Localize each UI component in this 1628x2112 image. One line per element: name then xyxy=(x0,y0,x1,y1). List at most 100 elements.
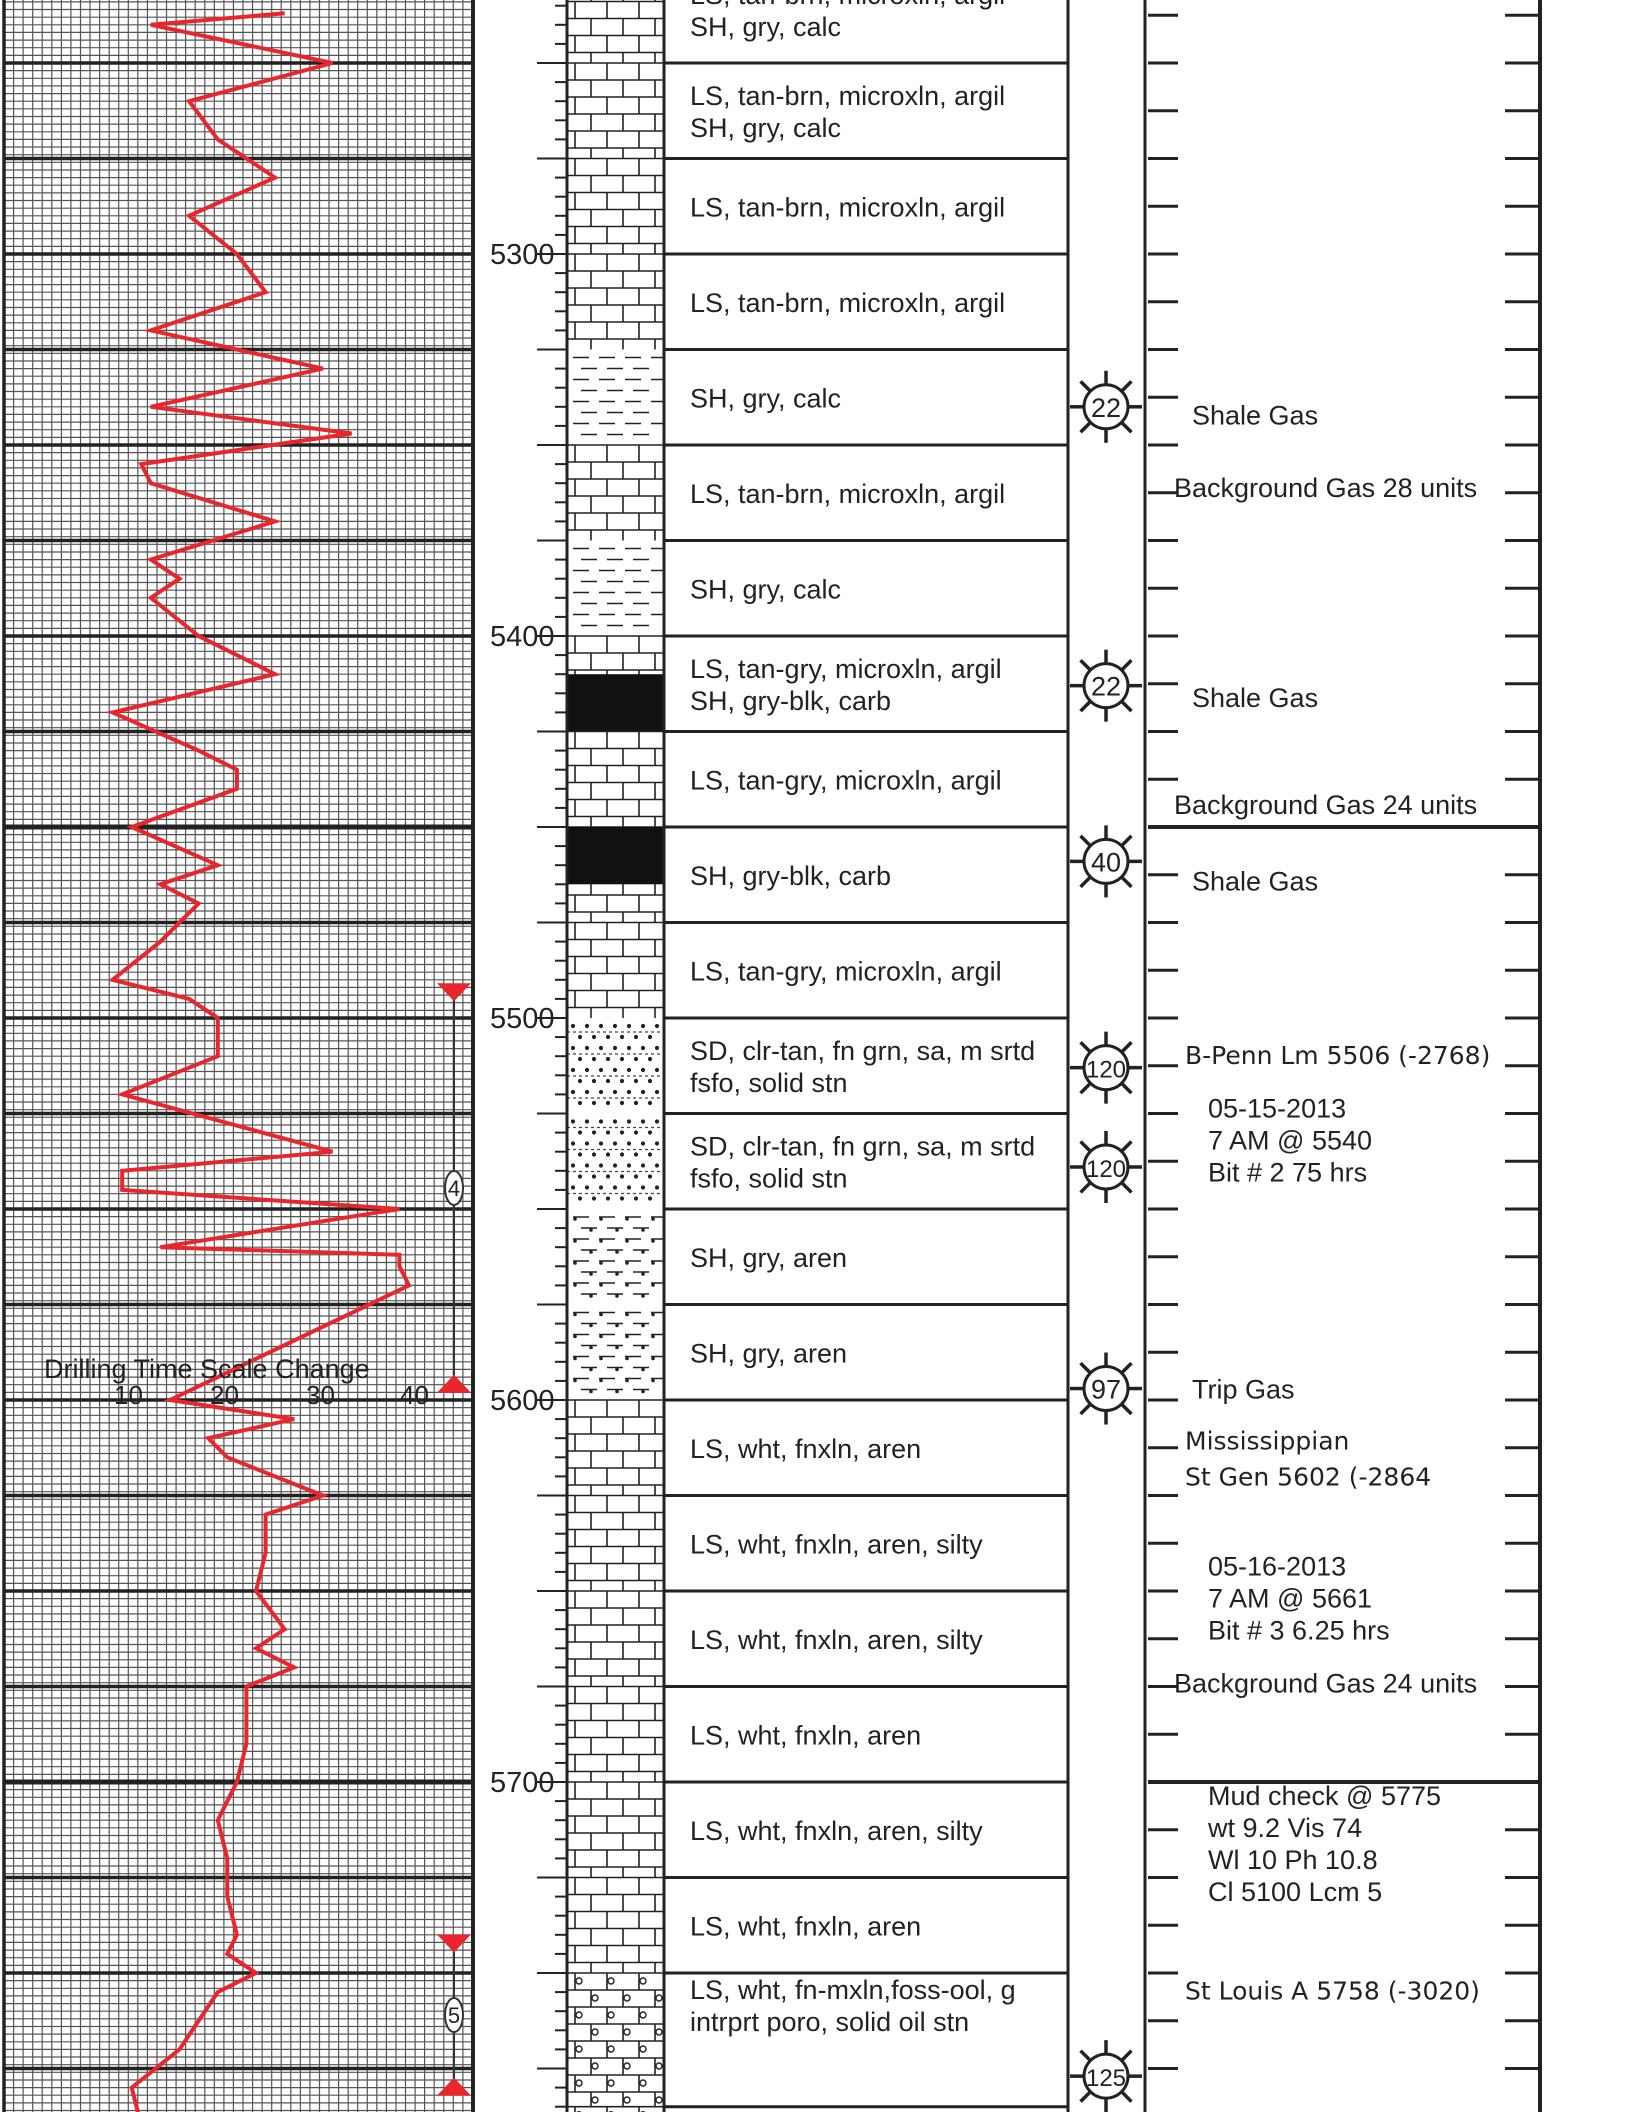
gas-show-ray xyxy=(1079,875,1092,889)
sand-grain xyxy=(651,1312,655,1317)
sand-grain xyxy=(615,1294,619,1298)
lithology-interval xyxy=(567,635,664,755)
lithology-description: LS, tan-brn, microxln, argil xyxy=(690,288,1005,318)
lithology-description: LS, wht, fnxln, aren xyxy=(690,1911,921,1941)
lithology-description: intrprt poro, solid oil stn xyxy=(690,2007,969,2037)
lithology-background xyxy=(567,1304,664,1400)
oolite-grain xyxy=(623,2028,631,2036)
sand-grain xyxy=(573,1261,577,1265)
remark-block-line: 05-16-2013 xyxy=(1208,1552,1346,1582)
sand-grain xyxy=(599,1283,603,1287)
sand-grain xyxy=(619,1078,625,1084)
scale-ticks: 10 20 30 40 xyxy=(114,1380,429,1410)
gas-show-ray xyxy=(1120,421,1133,434)
sand-grain xyxy=(615,1323,619,1328)
gas-show-ray xyxy=(1079,1181,1092,1194)
sand-grain xyxy=(654,1119,660,1124)
sand-grain xyxy=(654,1045,660,1051)
lithology-description: LS, wht, fnxln, aren xyxy=(690,1434,921,1464)
sand-grain xyxy=(598,1185,604,1190)
oolite-grain xyxy=(607,2011,615,2019)
lithology-background xyxy=(567,1495,664,1591)
sand-grain xyxy=(654,1023,660,1029)
lithology-background xyxy=(567,731,664,827)
gas-show-ray xyxy=(1120,834,1133,848)
sand-grain xyxy=(570,1163,576,1168)
sand-grain xyxy=(654,1067,660,1073)
drilling-time-major-grid xyxy=(4,61,473,2071)
scale-marker-badge xyxy=(444,1997,464,2034)
gas-show-ray xyxy=(1120,1361,1133,1375)
lithology-description: LS, tan-brn, microxln, argil xyxy=(690,81,1005,111)
sand-grain xyxy=(619,1056,625,1062)
oolite-grain xyxy=(655,1994,663,2002)
lithology-background xyxy=(567,0,664,63)
gas-show-ray xyxy=(1120,1081,1133,1095)
lithology-description: SH, gry, calc xyxy=(690,12,841,42)
gas-show-ray xyxy=(1079,1361,1092,1375)
remark-block-line: Cl 5100 Lcm 5 xyxy=(1208,1877,1382,1907)
sand-grain xyxy=(625,1283,629,1287)
sand-grain xyxy=(573,1378,577,1383)
oolite-grain xyxy=(639,2079,647,2087)
remark-block-line: 05-15-2013 xyxy=(1208,1093,1346,1123)
lithology-description: SD, clr-tan, fn grn, sa, m srtd xyxy=(690,1131,1035,1161)
sand-grain xyxy=(647,1034,653,1040)
sand-grain xyxy=(612,1119,618,1124)
sand-grain xyxy=(605,1100,611,1106)
depth-label: 5600 xyxy=(490,1385,555,1417)
lithology-interval xyxy=(567,1113,664,1209)
sand-grain xyxy=(619,1130,625,1135)
depth-label: 5300 xyxy=(490,239,555,271)
oolite-grain xyxy=(655,2096,663,2104)
sand-grain xyxy=(640,1067,646,1073)
sand-grain xyxy=(570,1023,576,1029)
gas-show-ray xyxy=(1120,1181,1133,1194)
lithology-description: LS, wht, fnxln, aren, silty xyxy=(690,1816,983,1846)
gas-show: 97 xyxy=(1070,1352,1142,1425)
sand-grain xyxy=(615,1228,619,1232)
carbonaceous-shale-band xyxy=(567,827,664,885)
sand-grain xyxy=(599,1239,603,1243)
sand-grain xyxy=(647,1130,653,1135)
remark-text: Background Gas 24 units xyxy=(1174,790,1477,820)
sand-grain xyxy=(615,1272,619,1276)
shale-pattern xyxy=(573,356,664,436)
gas-show: 40 xyxy=(1070,825,1142,898)
formation-top: St Gen 5602 (-2864 xyxy=(1185,1463,1431,1492)
lithology-description: LS, tan-gry, microxln, argil xyxy=(690,956,1002,986)
sand-grain xyxy=(589,1294,593,1298)
drilling-time-track: 45 Drilling Time Scale Change 10 20 30 4… xyxy=(3,0,473,2112)
sand-grain xyxy=(626,1141,632,1146)
sand-grain xyxy=(641,1367,645,1372)
gas-show-value: 22 xyxy=(1091,393,1121,423)
sand-grain xyxy=(573,1217,577,1221)
lithology-interval xyxy=(567,826,664,946)
sand-grain xyxy=(573,1312,577,1317)
sand-grain xyxy=(625,1261,629,1265)
sand-grain xyxy=(626,1089,632,1095)
gas-track: 22 22 40 120 120 97 125 xyxy=(1070,370,1142,2112)
sand-grain xyxy=(612,1163,618,1168)
sand-grain xyxy=(633,1100,639,1106)
sand-grain xyxy=(577,1078,583,1084)
gas-show-value: 125 xyxy=(1086,2065,1126,2092)
sand-grain xyxy=(651,1356,655,1361)
sand-grain xyxy=(626,1067,632,1073)
sand-grain xyxy=(612,1045,618,1051)
remark-text: Shale Gas xyxy=(1192,683,1318,713)
depth-label: 5400 xyxy=(490,621,555,653)
lithology-background xyxy=(567,1400,664,1496)
sand-grain xyxy=(641,1345,645,1350)
sand-grain xyxy=(625,1217,629,1221)
lithology-column xyxy=(567,0,664,2112)
sand-grain xyxy=(641,1228,645,1232)
sand-grain xyxy=(640,1185,646,1190)
sand-grain xyxy=(605,1034,611,1040)
sand-grain xyxy=(570,1067,576,1073)
sand-grain xyxy=(633,1130,639,1135)
sand-grain xyxy=(605,1174,611,1179)
lithology-description: LS, tan-brn, microxln, argil xyxy=(690,479,1005,509)
gas-show-ray xyxy=(1079,1040,1092,1054)
lithology-interval xyxy=(567,444,664,564)
